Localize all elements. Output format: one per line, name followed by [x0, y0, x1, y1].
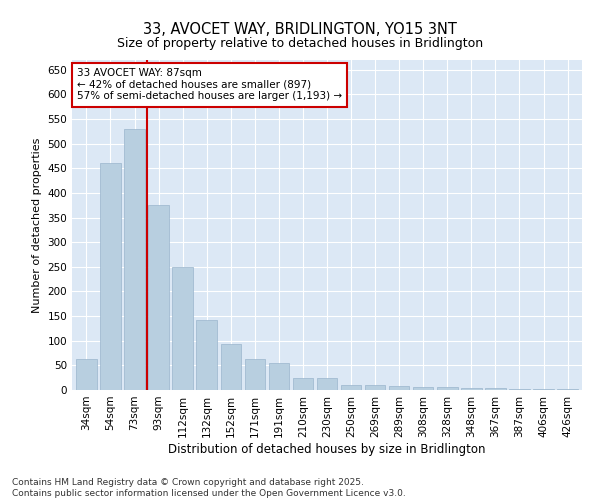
Bar [172, 267, 193, 390]
Y-axis label: Number of detached properties: Number of detached properties [32, 138, 42, 312]
Bar [293, 378, 313, 390]
Bar [557, 389, 578, 390]
Bar [76, 360, 97, 390]
Bar [317, 378, 337, 390]
Bar [437, 387, 458, 390]
Bar [341, 385, 361, 390]
Bar [461, 388, 482, 390]
Text: Size of property relative to detached houses in Bridlington: Size of property relative to detached ho… [117, 38, 483, 51]
Bar [269, 363, 289, 390]
Bar [148, 206, 169, 390]
Bar [509, 388, 530, 390]
Bar [365, 385, 385, 390]
Bar [221, 344, 241, 390]
Bar [533, 388, 554, 390]
Bar [100, 164, 121, 390]
Bar [196, 320, 217, 390]
Text: 33 AVOCET WAY: 87sqm
← 42% of detached houses are smaller (897)
57% of semi-deta: 33 AVOCET WAY: 87sqm ← 42% of detached h… [77, 68, 342, 102]
Bar [389, 386, 409, 390]
Bar [485, 388, 506, 390]
X-axis label: Distribution of detached houses by size in Bridlington: Distribution of detached houses by size … [168, 442, 486, 456]
Text: 33, AVOCET WAY, BRIDLINGTON, YO15 3NT: 33, AVOCET WAY, BRIDLINGTON, YO15 3NT [143, 22, 457, 38]
Bar [124, 129, 145, 390]
Bar [413, 387, 433, 390]
Text: Contains HM Land Registry data © Crown copyright and database right 2025.
Contai: Contains HM Land Registry data © Crown c… [12, 478, 406, 498]
Bar [245, 360, 265, 390]
